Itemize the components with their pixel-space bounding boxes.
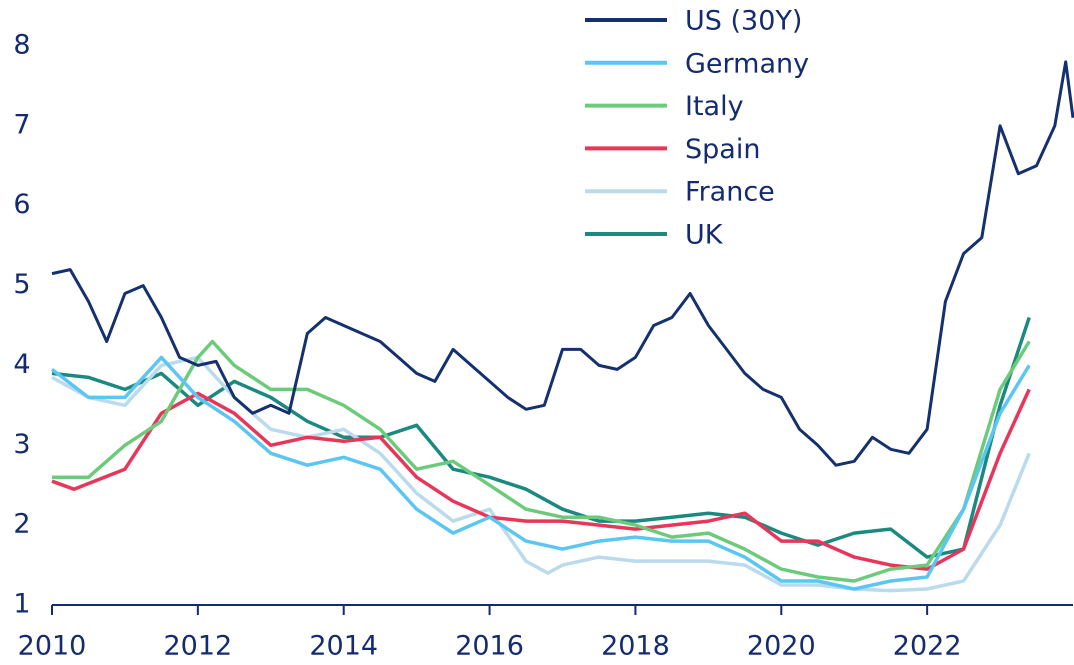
legend-label: Spain — [685, 134, 760, 165]
series-line — [50, 355, 1031, 591]
x-tick-label: 2010 — [18, 631, 87, 662]
series-line — [51, 388, 1031, 571]
legend-label: Italy — [685, 91, 744, 122]
series-line — [52, 339, 1031, 583]
x-tick-label: 2016 — [455, 631, 524, 662]
y-tick-label: 6 — [13, 189, 30, 220]
legend-label: US (30Y) — [685, 6, 802, 37]
y-tick-label: 2 — [13, 509, 30, 540]
x-tick-label: 2020 — [747, 631, 816, 662]
y-tick-label: 3 — [13, 429, 30, 460]
y-tick-label: 1 — [13, 589, 30, 620]
y-tick-label: 7 — [13, 109, 30, 140]
x-tick-label: 2018 — [601, 631, 670, 662]
x-tick-label: 2014 — [309, 631, 378, 662]
legend-label: Germany — [685, 48, 809, 79]
legend-label: France — [685, 177, 775, 208]
x-tick-label: 2012 — [163, 631, 232, 662]
y-tick-label: 8 — [13, 29, 30, 60]
series-line — [51, 60, 1074, 467]
series-line — [51, 316, 1031, 559]
series-line — [51, 355, 1031, 593]
x-tick-label: 2022 — [893, 631, 962, 662]
y-tick-label: 5 — [13, 269, 30, 300]
y-tick-label: 4 — [13, 349, 30, 380]
legend-label: UK — [685, 220, 724, 251]
